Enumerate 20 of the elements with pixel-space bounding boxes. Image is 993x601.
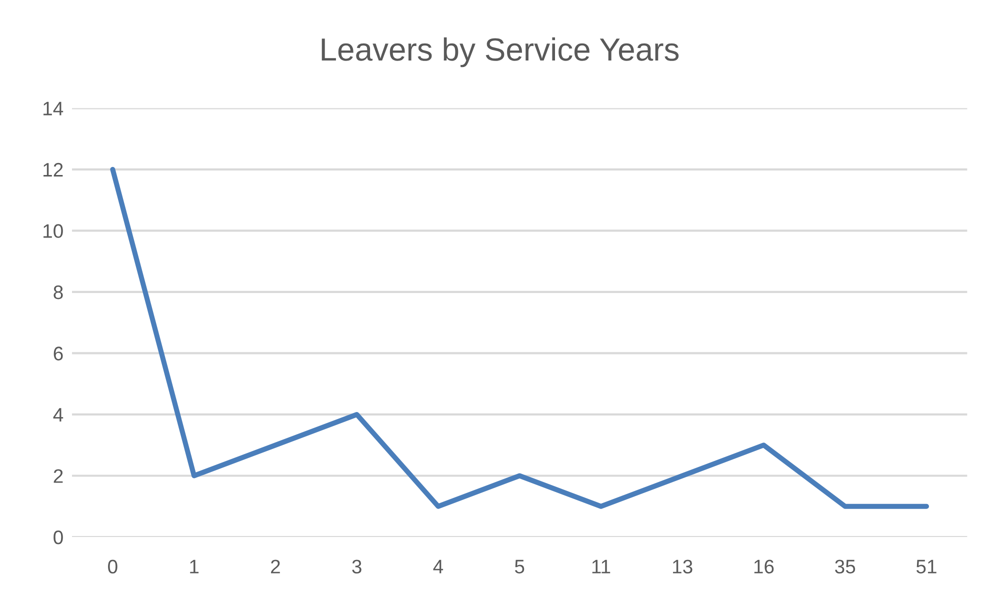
y-tick-label: 10 — [44, 224, 63, 238]
y-tick-label: 6 — [54, 346, 63, 360]
x-tick-label: 35 — [835, 560, 856, 574]
x-tick-label: 0 — [108, 560, 118, 574]
x-tick-label: 11 — [592, 560, 610, 574]
x-tick-label: 1 — [190, 560, 199, 574]
x-tick-label: 16 — [754, 560, 774, 574]
x-tick-label: 4 — [433, 560, 444, 574]
x-tick-label: 5 — [514, 560, 524, 574]
y-tick-label: 14 — [44, 102, 64, 116]
x-tick-label: 51 — [916, 560, 936, 574]
y-tick-label: 0 — [54, 530, 63, 544]
chart-title: Leavers by Service Years — [322, 37, 679, 68]
x-tick-label: 13 — [673, 560, 692, 574]
x-tick-label: 2 — [271, 560, 280, 574]
y-tick-label: 8 — [54, 285, 63, 300]
x-tick-label: 3 — [352, 560, 362, 574]
y-tick-label: 4 — [53, 408, 64, 422]
y-tick-label: 2 — [54, 469, 63, 483]
y-tick-label: 12 — [44, 162, 63, 176]
